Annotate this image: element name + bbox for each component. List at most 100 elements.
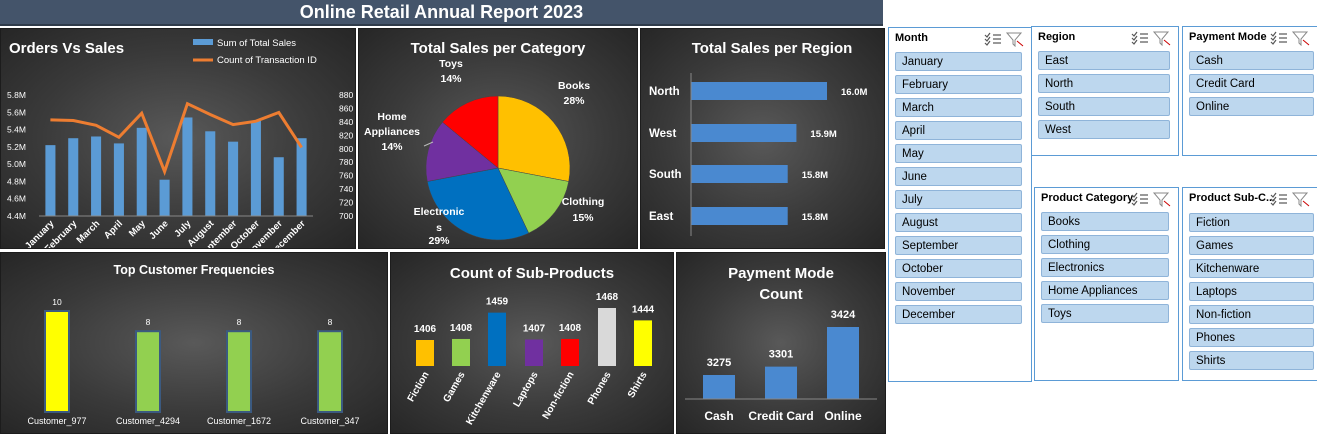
pie-slice [427,167,530,241]
pie-label: s [436,222,442,234]
check-mark [1131,39,1138,45]
slicer-product-sub-category[interactable]: Product Sub-C... Fiction Games Kitchenware… [1182,187,1317,381]
slicer-toolbar [1130,191,1174,212]
x-tick: Credit Card [748,409,813,423]
multi-select-icon[interactable] [1270,192,1287,206]
data-label: 3275 [707,357,731,369]
slicer-item[interactable]: Books [1041,212,1169,231]
check-mark [1270,196,1277,202]
multi-select-icon[interactable] [984,32,1001,46]
slicer-item[interactable]: March [895,98,1022,117]
pie-percent: 29% [428,235,450,247]
clear-filter-icon[interactable] [1291,31,1310,47]
slicer-item[interactable]: December [895,305,1022,324]
slicer-item[interactable]: October [895,259,1022,278]
slicer-title: Month [895,32,928,44]
pie-percent: 14% [381,141,403,153]
top-customer-frequencies-chart[interactable]: Top Customer Frequencies 10 Customer_977 8 C… [0,252,388,434]
pie-percent: 28% [563,95,585,107]
y-tick-right: 800 [339,144,353,154]
bar [416,340,434,366]
x-tick: Phones [586,370,614,407]
slicer-item[interactable]: November [895,282,1022,301]
bar [703,375,735,399]
slicer-month[interactable]: Month January February March April May June Ju… [888,27,1032,382]
slicer-item[interactable]: Fiction [1189,213,1314,232]
multi-select-icon[interactable] [1131,192,1148,206]
check-mark [984,40,991,46]
y-tick-right: 720 [339,198,353,208]
multi-select-icon[interactable] [1131,31,1148,45]
bar [317,330,343,413]
y-tick-right: 860 [339,103,353,113]
bar-total-sales [136,127,147,216]
count-sub-products-chart[interactable]: Count of Sub-Products 1406 Fiction 1408 Game… [390,252,674,434]
sales-per-category-chart[interactable]: Total Sales per Category Books 28% Clothing… [358,28,638,249]
slicer-item[interactable]: August [895,213,1022,232]
slicer-item[interactable]: June [895,167,1022,186]
slicer-title: Product Category [1041,192,1134,204]
check-mark [1131,31,1138,37]
slicer-item[interactable]: Credit Card [1189,74,1314,93]
pie-label: Clothing [562,196,605,208]
slicer-item[interactable]: Laptops [1189,282,1314,301]
check-mark [1270,39,1277,45]
slicer-item[interactable]: Kitchenware [1189,259,1314,278]
slicer-item[interactable]: South [1038,97,1170,116]
data-label: 15.8M [802,212,828,223]
clear-x [1302,39,1310,46]
sales-per-region-chart[interactable]: Total Sales per Region North 16.0M West 15.9… [640,28,885,249]
slicer-item[interactable]: Online [1189,97,1314,116]
slicer-item[interactable]: July [895,190,1022,209]
slicer-item[interactable]: Clothing [1041,235,1169,254]
clear-filter-icon[interactable] [1152,192,1171,208]
y-tick-left: 5.8M [7,90,26,100]
pie-slice [425,121,499,182]
data-label: 15.8M [802,170,828,181]
pie-label: Home [377,111,406,123]
slicer-item[interactable]: Phones [1189,328,1314,347]
y-tick-right: 820 [339,130,353,140]
multi-select-icon[interactable] [1270,31,1287,45]
slicer-item[interactable]: September [895,236,1022,255]
clear-filter-icon[interactable] [1291,192,1310,208]
bar-total-sales [45,145,56,216]
slicer-item[interactable]: North [1038,74,1170,93]
clear-filter-icon[interactable] [1152,31,1171,47]
data-label: 1406 [414,324,437,335]
y-tick-right: 880 [339,90,353,100]
clear-filter-icon[interactable] [1005,32,1024,48]
bar-total-sales [68,138,79,216]
orders-vs-sales-chart[interactable]: Orders Vs Sales Sum of Total Sales Count o… [0,28,356,249]
bar [827,327,859,399]
data-label: 15.9M [810,129,836,140]
slicer-payment-mode[interactable]: Payment Mode Cash Credit Card Online [1182,26,1317,156]
bar [691,165,788,183]
slicer-item[interactable]: February [895,75,1022,94]
bar [765,366,797,399]
x-tick: Shirts [626,370,650,400]
slicer-item[interactable]: April [895,121,1022,140]
slicer-item[interactable]: Games [1189,236,1314,255]
funnel-shape [1152,192,1170,208]
clear-x [1016,40,1024,47]
slicer-region[interactable]: Region East North South West [1031,26,1179,156]
slicer-item[interactable]: Non-fiction [1189,305,1314,324]
y-tick-left: 5.6M [7,107,26,117]
slicer-product-category[interactable]: Product Category Books Clothing Electronic… [1034,187,1179,381]
slicer-toolbar [1130,30,1174,51]
slicer-item[interactable]: East [1038,51,1170,70]
payment-mode-count-chart[interactable]: Payment Mode Count 3275 Cash 3301 Credit Card… [676,252,886,434]
bar [44,310,70,413]
slicer-item[interactable]: Cash [1189,51,1314,70]
y-tick-left: 4.6M [7,194,26,204]
slicer-item[interactable]: West [1038,120,1170,139]
pie-percent: 15% [572,212,594,224]
slicer-item[interactable]: May [895,144,1022,163]
slicer-item[interactable]: Electronics [1041,258,1169,277]
slicer-item[interactable]: Shirts [1189,351,1314,370]
slicer-item[interactable]: Home Appliances [1041,281,1169,300]
x-tick: Customer_1672 [207,416,271,426]
slicer-item[interactable]: January [895,52,1022,71]
slicer-item[interactable]: Toys [1041,304,1169,323]
